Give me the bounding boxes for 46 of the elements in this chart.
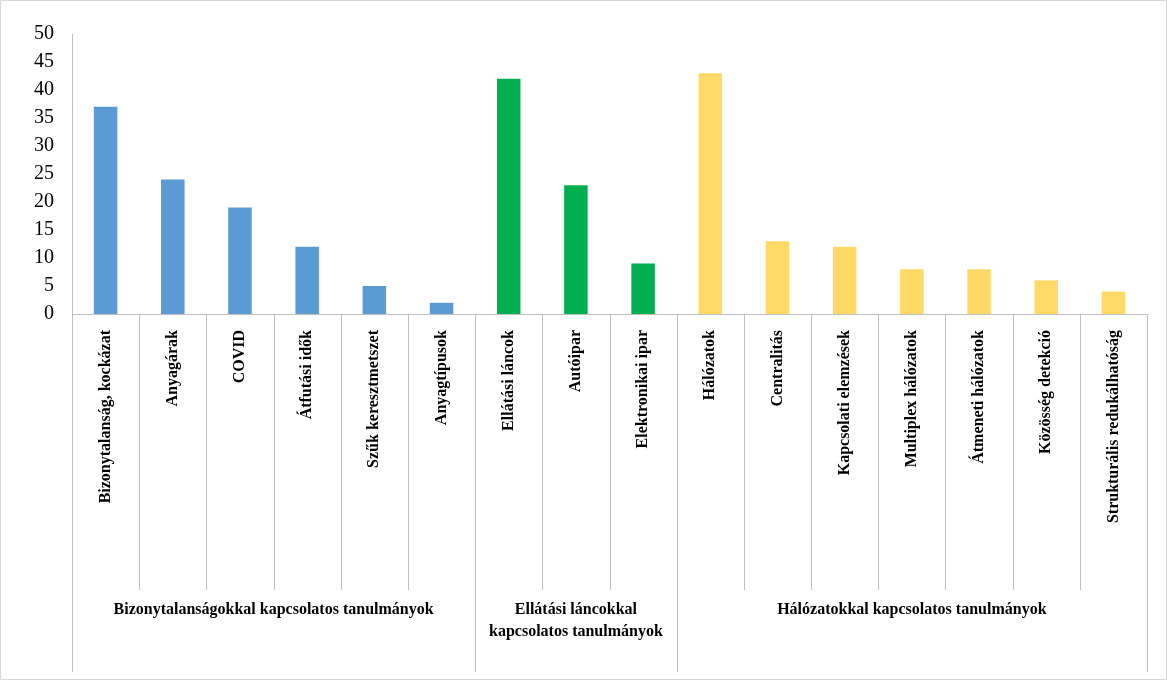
y-tick-label: 50 — [34, 21, 54, 44]
y-tick-label: 30 — [34, 133, 54, 156]
text: Ellátási láncokkal kapcsolatos tanulmányok — [488, 600, 663, 641]
bar — [1101, 291, 1126, 314]
x-tick-label: COVID — [230, 330, 248, 384]
bar — [228, 207, 252, 314]
bar — [362, 286, 387, 314]
bar — [631, 263, 655, 314]
x-tick-label: Hálózatok — [700, 329, 718, 401]
y-tick-label: 45 — [34, 49, 54, 72]
text: Hálózatokkal kapcsolatos tanulmányok — [777, 600, 1047, 619]
bar — [1034, 280, 1058, 314]
x-tick-label: Elektronikai ipar — [633, 330, 652, 449]
x-tick-label: Autóipar — [566, 330, 585, 393]
x-tick-label: Bizonytalanság, kockázat — [95, 329, 114, 504]
y-tick-label: 10 — [34, 245, 54, 268]
y-tick-label: 25 — [34, 161, 54, 184]
y-tick-label: 40 — [34, 77, 54, 100]
x-tick-label: Közösség detekció — [1036, 330, 1055, 454]
bar — [832, 246, 857, 314]
x-tick-label: Kapcsolati elemzések — [834, 329, 853, 476]
y-tick-label: 5 — [44, 273, 54, 296]
x-tick-label: Strukturális redukálhatóság — [1103, 330, 1122, 524]
bar — [564, 185, 588, 314]
text: Bizonytalanságokkal kapcsolatos tanulmányok — [113, 600, 434, 619]
y-tick-label: 15 — [34, 217, 54, 240]
bar — [967, 269, 991, 314]
y-tick-label: 0 — [44, 301, 54, 324]
bar — [295, 246, 319, 314]
bar — [161, 179, 185, 314]
y-tick-label: 35 — [34, 105, 54, 128]
x-tick-label: Multiplex hálózatok — [901, 329, 920, 468]
bar — [765, 241, 790, 314]
bar — [698, 73, 723, 314]
bar — [900, 269, 924, 314]
x-tick-label: Centralitás — [767, 330, 785, 407]
bar — [93, 106, 118, 314]
bar — [496, 78, 521, 314]
x-tick-label: Átmeneti hálózatok — [968, 329, 987, 464]
x-tick-label: Átfutási idők — [296, 329, 315, 420]
x-tick-label: Szűk keresztmetszet — [364, 329, 382, 468]
y-tick-label: 20 — [34, 189, 54, 212]
x-tick-label: Anyagárak — [162, 329, 181, 407]
x-tick-label: Ellátási láncok — [498, 329, 516, 431]
x-tick-label: Anyagtípusok — [431, 329, 450, 426]
bar — [429, 302, 454, 314]
